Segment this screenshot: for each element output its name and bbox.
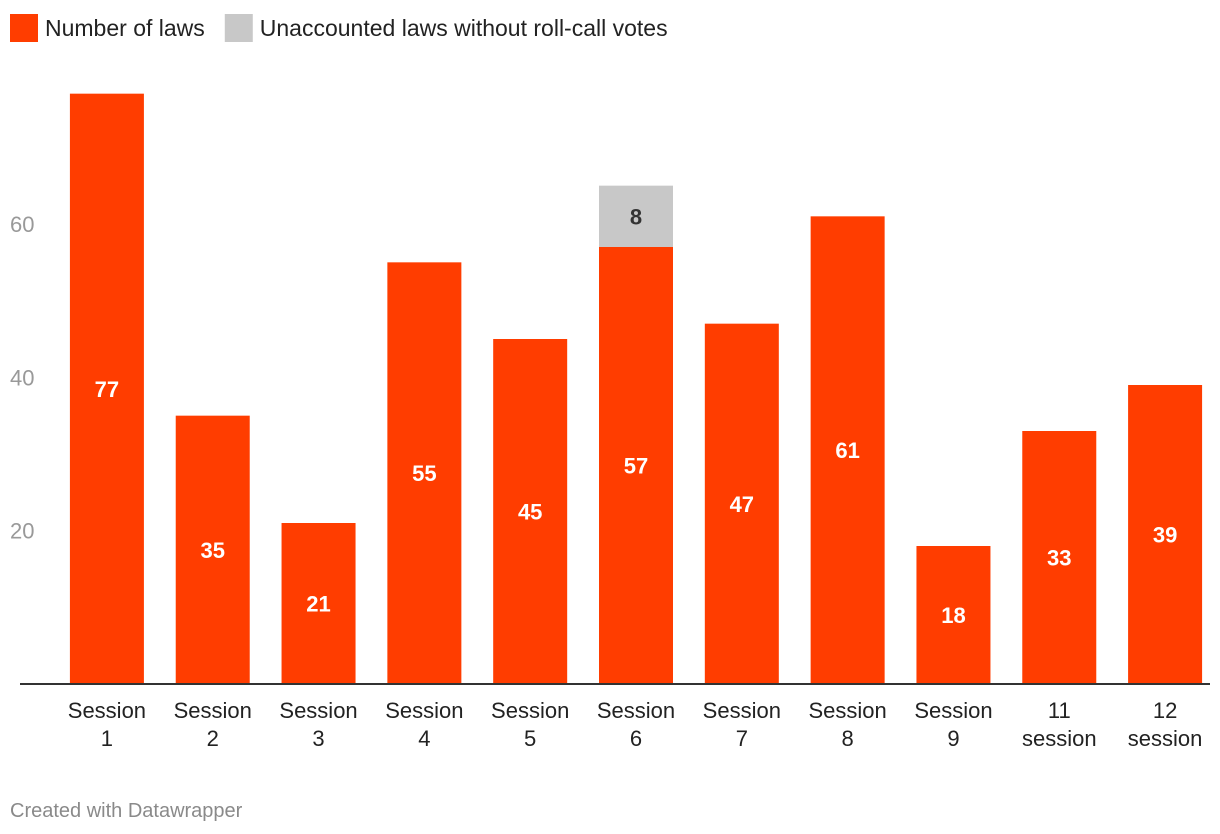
bar-value-label: 45 — [518, 500, 542, 525]
legend-swatch-0 — [10, 14, 38, 42]
bar-value-label: 21 — [306, 592, 330, 617]
bar-value-label: 35 — [200, 538, 224, 563]
bar-value-label: 61 — [835, 438, 859, 463]
legend-swatch-1 — [224, 14, 253, 42]
y-tick-label: 20 — [10, 519, 34, 544]
bar-value-label: 8 — [630, 204, 642, 229]
y-axis: 20 40 60 — [10, 212, 34, 544]
bar-value-label: 77 — [95, 377, 119, 402]
x-tick-label: Session 9 — [914, 698, 992, 751]
bar-value-label: 55 — [412, 461, 436, 486]
bar-laws — [387, 262, 462, 684]
bar-laws — [69, 93, 144, 684]
x-tick-label: 12 session — [1128, 698, 1203, 751]
bar-laws — [599, 247, 673, 684]
x-tick-label: 11 session — [1022, 698, 1097, 751]
bar-laws — [175, 415, 250, 684]
bar-value-label: 33 — [1047, 546, 1071, 571]
bars-group: 77 35 21 55 45 57 8 47 61 18 33 39 — [69, 93, 1203, 685]
bar-laws — [810, 216, 885, 685]
bar-value-label: 18 — [941, 603, 965, 628]
bar-laws — [493, 339, 568, 684]
bar-laws — [704, 323, 779, 684]
x-tick-label: Session 5 — [491, 698, 569, 751]
bar-laws — [916, 546, 991, 684]
x-axis: Session 1 Session 2 Session 3 Session 4 Session 5… — [68, 698, 1203, 751]
credit-text: Created with Datawrapper — [10, 800, 243, 822]
x-tick-label: Session 3 — [279, 698, 357, 751]
bar-laws — [1128, 385, 1203, 684]
bar-unaccounted — [599, 185, 673, 247]
x-tick-label: Session 4 — [385, 698, 463, 751]
x-tick-label: Session 8 — [808, 698, 886, 751]
x-tick-label: Session 7 — [703, 698, 781, 751]
legend-label-1: Unaccounted laws without roll-call votes — [260, 15, 668, 41]
bar-value-label: 39 — [1153, 523, 1177, 548]
x-tick-label: Session 1 — [68, 698, 146, 751]
y-tick-label: 60 — [10, 212, 34, 237]
legend-label-0: Number of laws — [45, 15, 205, 41]
x-tick-label: Session 6 — [597, 698, 675, 751]
bar-value-label: 47 — [730, 492, 754, 517]
chart-legend: Number of laws Unaccounted laws without r… — [10, 14, 668, 42]
bar-value-label: 57 — [624, 454, 648, 479]
y-tick-label: 40 — [10, 365, 34, 390]
x-tick-label: Session 2 — [174, 698, 252, 751]
bar-laws — [1022, 431, 1097, 684]
bar-laws — [281, 523, 356, 684]
